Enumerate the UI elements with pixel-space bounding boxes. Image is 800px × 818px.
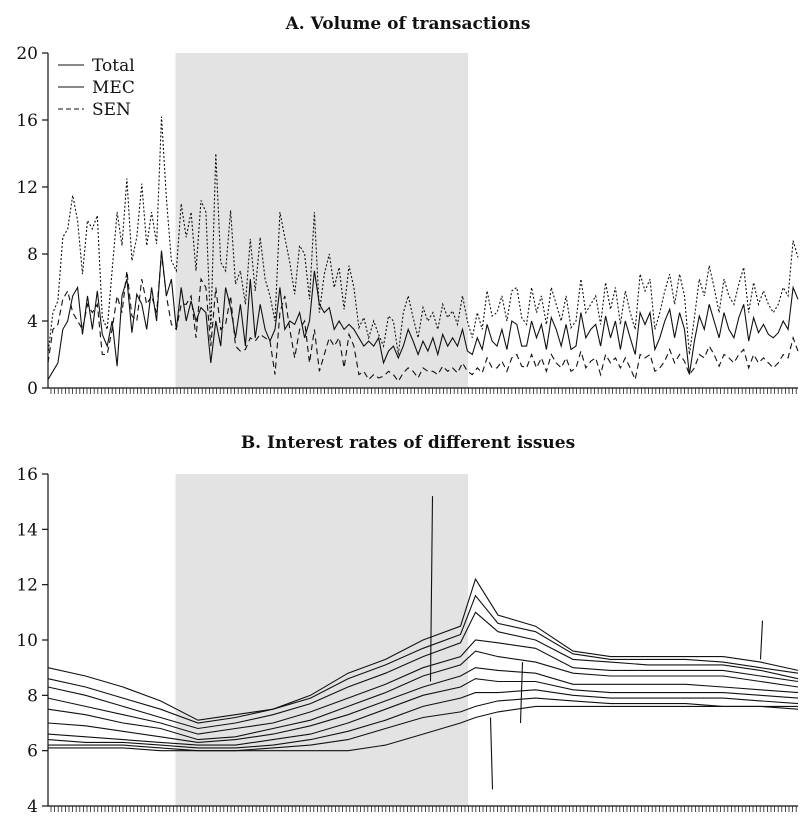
series-line-total — [47, 116, 799, 355]
y-tick-label: 8 — [27, 245, 38, 265]
series-line-issue-7 — [47, 678, 799, 746]
panel-b-title: B. Interest rates of different issues — [241, 433, 575, 453]
series-line-issue-3 — [47, 611, 799, 730]
y-tick-label: 0 — [27, 379, 38, 399]
y-tick-label: 16 — [16, 111, 38, 131]
y-tick-label: 20 — [16, 44, 38, 64]
series-line-issue-10 — [48, 705, 798, 752]
series-line-issue-4 — [47, 639, 799, 735]
legend-label-sen: SEN — [92, 100, 131, 120]
series-line-sen — [47, 253, 799, 383]
y-tick-label: 4 — [27, 797, 38, 814]
x-ticks-0 — [50, 388, 797, 394]
y-tick-label: 8 — [27, 686, 38, 706]
y-tick-label: 6 — [27, 742, 38, 762]
spike-line — [489, 717, 494, 790]
series-line-issue-5 — [47, 650, 799, 741]
y-tick-label: 16 — [16, 465, 38, 485]
spike-line — [759, 620, 764, 660]
spike-line — [429, 496, 434, 682]
panel-b: B. Interest rates of different issues 4 6… — [16, 433, 799, 817]
series-line-issue-9 — [48, 697, 799, 752]
series-line-issue-1 — [47, 577, 799, 721]
panel-a: A. Volume of transactions 0 4 8 12 16 20 Total… — [16, 14, 799, 399]
legend-label-mec: MEC — [92, 78, 135, 98]
series-line-issue-2 — [47, 594, 799, 724]
spike-line — [519, 662, 524, 724]
y-tick-label: 14 — [16, 520, 38, 540]
y-tick-label: 12 — [16, 178, 38, 198]
y-tick-label: 4 — [27, 312, 38, 332]
y-tick-label: 10 — [16, 631, 38, 651]
series-line-issue-6 — [47, 667, 799, 743]
panel-a-title: A. Volume of transactions — [285, 14, 531, 34]
series-line-issue-8 — [47, 689, 799, 749]
series-line-mec — [47, 250, 799, 380]
y-tick-label: 12 — [16, 576, 38, 596]
legend-label-total: Total — [92, 56, 135, 76]
x-ticks-1 — [50, 806, 797, 812]
